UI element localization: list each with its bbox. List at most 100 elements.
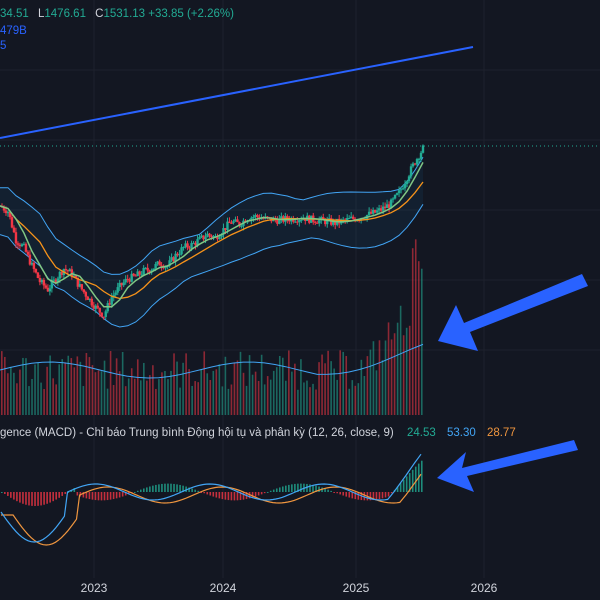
volume-bar-58 [176, 361, 178, 415]
candle-body-101 [202, 235, 205, 240]
candle-body-41 [82, 289, 86, 293]
candle-body-100 [200, 235, 203, 237]
candle-body-95 [190, 243, 193, 249]
volume-bar-94 [285, 380, 287, 415]
candle-body-106 [212, 236, 215, 238]
volume-bar-41 [124, 386, 127, 415]
volume-bar-129 [390, 339, 393, 415]
macd-hist-bar-55 [167, 483, 169, 492]
volume-bar-19 [58, 364, 61, 415]
candle-body-63 [126, 278, 129, 280]
candle-body-16 [32, 262, 36, 269]
macd-hist-bar-53 [161, 483, 163, 492]
candle-body-85 [170, 257, 173, 261]
macd-hist-bar-30 [91, 492, 94, 500]
volume-bar-68 [206, 373, 209, 415]
trendline[interactable] [0, 46, 474, 139]
candle-body-88 [176, 253, 179, 256]
macd-hist-bar-127 [384, 492, 387, 498]
candle-body-47 [94, 305, 97, 309]
volume-bar-130 [393, 333, 396, 415]
macd-hist-bar-16 [49, 492, 51, 503]
volume-bar-104 [315, 389, 317, 415]
candle-body-192 [383, 206, 387, 209]
candle-body-162 [324, 219, 327, 225]
volume-bar-75 [227, 388, 230, 415]
candle-body-45 [90, 298, 93, 306]
volume-bar-128 [387, 322, 390, 415]
candle-body-25 [50, 280, 54, 289]
candle-body-102 [204, 237, 207, 240]
volume-bar-25 [76, 356, 79, 415]
candle-body-208 [415, 159, 419, 165]
candle-body-189 [377, 208, 381, 211]
macd-hist-bar-63 [191, 488, 193, 492]
candle-body-33 [66, 270, 70, 272]
candle-body-205 [409, 166, 413, 177]
macd-lines [0, 453, 422, 546]
macd-hist-bar-85 [257, 492, 260, 496]
candle-body-87 [174, 253, 177, 262]
volume-bar-40 [121, 351, 124, 415]
x-tick-2024: 2024 [210, 581, 237, 595]
macd-hist-bar-13 [40, 492, 42, 506]
bollinger-fill [0, 157, 423, 327]
candle-body-125 [250, 217, 253, 221]
candle-body-69 [138, 271, 141, 275]
volume-bar-65 [197, 382, 199, 415]
macd-hist-bar-69 [209, 492, 212, 496]
candle-body-34 [68, 269, 72, 272]
candle-body-14 [28, 254, 32, 265]
volume-bar-61 [185, 353, 187, 415]
volume-bar-88 [266, 376, 269, 415]
volume-bar-60 [182, 362, 184, 415]
volume-bar-2 [7, 373, 9, 415]
volume-bar-102 [309, 387, 311, 415]
volume-bar-126 [381, 360, 384, 415]
candle-body-103 [206, 233, 209, 238]
macd-hist-bar-118 [357, 492, 360, 500]
macd-hist-bar-83 [251, 492, 254, 498]
volume-bar-82 [248, 355, 251, 415]
macd-hist-bar-94 [285, 485, 287, 492]
candle-body-32 [64, 268, 68, 271]
volume-bar-18 [55, 384, 57, 415]
volume-bar-136 [411, 248, 414, 415]
low-value: 1476.61 [44, 8, 86, 20]
macd-hist-bar-87 [263, 492, 266, 494]
macd-hist-bar-65 [197, 490, 199, 492]
volume-bar-81 [245, 385, 248, 415]
macd-hist-bar-70 [212, 492, 215, 497]
candle-body-54 [108, 303, 111, 305]
candle-body-152 [304, 218, 307, 221]
volume-bar-83 [251, 374, 254, 415]
candle-body-164 [328, 218, 331, 220]
macd-hist-bar-137 [414, 466, 417, 492]
candle-body-176 [351, 216, 355, 219]
volume-bar-127 [384, 340, 387, 415]
macd-hist-bar-45 [136, 490, 139, 492]
volume-bar-1 [4, 356, 6, 415]
candle-body-204 [407, 176, 411, 182]
candle-body-22 [44, 285, 48, 288]
candle-body-17 [34, 268, 38, 273]
candle-body-11 [22, 243, 26, 245]
candle-body-105 [210, 235, 213, 238]
volume-bar-109 [330, 361, 332, 415]
macd-hist-bar-56 [170, 483, 172, 492]
volume-bar-85 [257, 380, 260, 415]
macd-hist-bar-44 [133, 491, 136, 493]
volume-bar-12 [37, 362, 39, 415]
volume-bar-110 [333, 368, 335, 415]
candle-body-68 [136, 271, 139, 277]
candle-body-13 [26, 251, 30, 255]
volume-bar-98 [297, 389, 299, 415]
volume-bar-51 [155, 388, 157, 415]
volume-bar-117 [354, 385, 357, 415]
volume-bar-21 [64, 362, 67, 415]
candle-body-29 [58, 271, 62, 279]
candle-body-60 [120, 282, 123, 286]
candle-body-148 [296, 221, 299, 223]
ohlc-legend: 34.51 L1476.61 C1531.13 +33.85 (+2.26%) [0, 8, 234, 20]
